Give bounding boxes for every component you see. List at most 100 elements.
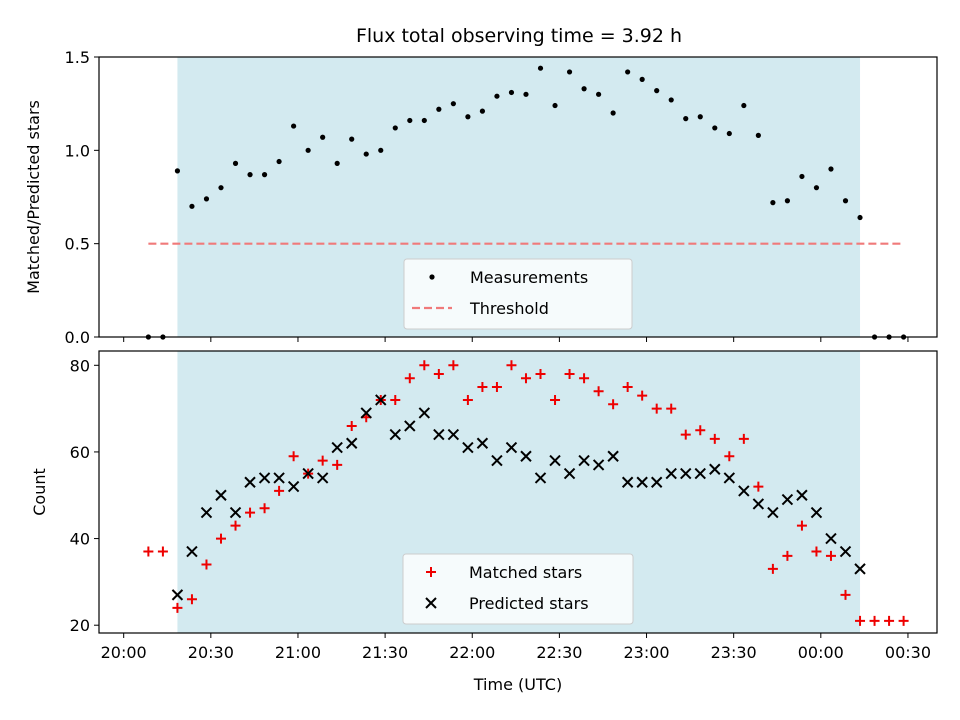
y-tick-label: 0.5 [65, 235, 90, 254]
predicted-star-point [680, 467, 692, 480]
axes-frame [98, 56, 938, 338]
ratio-panel: 0.0 0.5 1.0 1.5 Matched/Predicted stars Measu… [24, 48, 938, 347]
predicted-star-point [839, 545, 852, 558]
predicted-star-point [425, 597, 437, 609]
measurement-point [537, 65, 544, 71]
matched-star-point [491, 381, 502, 392]
legend-label: Predicted stars [469, 594, 589, 613]
predicted-star-point [810, 506, 823, 519]
predicted-star-point [578, 454, 590, 467]
predicted-star-point [331, 441, 343, 454]
legend-box [402, 553, 634, 625]
legend: Measurements Threshold [403, 258, 633, 330]
measurement-point [726, 130, 732, 137]
predicted-star-point [694, 467, 706, 480]
matched-star-point [259, 503, 270, 514]
measurement-point [436, 106, 442, 112]
predicted-star-point [650, 476, 663, 488]
matched-star-point [796, 520, 807, 531]
predicted-star-point [462, 441, 474, 454]
predicted-star-point [636, 476, 648, 488]
measurement-point [770, 200, 776, 206]
predicted-star-point [418, 407, 431, 419]
predicted-star-point [375, 394, 387, 406]
matched-star-point [651, 403, 662, 414]
measurement-point [174, 168, 181, 174]
predicted-star-point [273, 472, 285, 484]
predicted-star-point [563, 467, 576, 480]
predicted-star-point [491, 454, 503, 467]
measurement-point [508, 89, 515, 96]
x-tick-label: 00:30 [885, 643, 931, 662]
matched-star-point [738, 433, 749, 444]
x-tick-label: 20:00 [101, 643, 147, 662]
matched-star-point [346, 420, 357, 431]
y-axis-label: Count [30, 468, 49, 516]
y-tick-label: 1.5 [65, 48, 90, 67]
matched-star-point [477, 381, 488, 392]
y-tick-label: 40 [70, 530, 90, 549]
measurement-point [407, 117, 413, 124]
axes-frame [98, 350, 938, 634]
measurement-point [697, 114, 703, 120]
matched-star-point [884, 615, 895, 626]
matched-star-point [520, 373, 531, 384]
measurement-point [261, 172, 268, 178]
matched-star-point [143, 546, 154, 557]
matched-star-point [332, 459, 343, 470]
predicted-star-point [621, 476, 634, 488]
predicted-star-point [171, 589, 184, 601]
matched-star-point [680, 429, 691, 440]
legend-label: Threshold [469, 299, 549, 318]
measurement-point [828, 166, 834, 172]
matched-star-point [317, 455, 328, 466]
matched-star-point [448, 360, 459, 371]
matched-star-point [288, 451, 299, 462]
measurement-point [363, 151, 369, 157]
y-tick-label: 60 [70, 443, 90, 462]
matched-star-point [426, 567, 436, 577]
matched-star-point [564, 368, 575, 379]
measurement-point [465, 114, 471, 120]
predicted-star-point [723, 472, 736, 484]
measurement-point [523, 91, 529, 97]
predicted-star-point [229, 506, 242, 519]
predicted-star-point [186, 545, 198, 558]
measurement-point [668, 97, 674, 103]
predicted-star-point [215, 489, 227, 501]
measurement-point [799, 173, 805, 180]
matched-star-point [855, 615, 866, 626]
matched-star-point [767, 563, 778, 574]
legend-measurement-swatch [429, 274, 435, 280]
x-tick-label: 22:00 [449, 643, 495, 662]
x-axis-label: Time (UTC) [473, 675, 562, 694]
matched-star-point [608, 399, 619, 410]
x-tick-label: 23:30 [711, 643, 757, 662]
y-tick-label: 20 [70, 616, 90, 635]
measurement-point [421, 117, 427, 124]
measurement-point [305, 147, 311, 153]
predicted-star-point [752, 498, 765, 510]
predicted-star-point [738, 485, 750, 497]
matched-star-point [215, 533, 226, 544]
measurement-point [813, 185, 820, 191]
predicted-star-point [592, 459, 605, 471]
matched-star-point [579, 373, 590, 384]
matched-star-point [172, 602, 183, 613]
matched-star-point [869, 615, 880, 626]
matched-star-point [404, 373, 415, 384]
predicted-star-point [520, 450, 532, 462]
measurement-point [247, 172, 253, 178]
measurement-point [378, 147, 384, 153]
predicted-star-point [200, 506, 213, 519]
matched-star-point [811, 546, 822, 557]
matched-star-point [825, 550, 836, 561]
measurement-point [218, 185, 224, 191]
matched-star-point [506, 360, 517, 371]
predicted-star-point [825, 532, 837, 545]
matched-star-point [593, 386, 604, 397]
matched-star-point [550, 394, 561, 405]
predicted-star-point [476, 437, 489, 449]
measurement-point [755, 132, 761, 138]
